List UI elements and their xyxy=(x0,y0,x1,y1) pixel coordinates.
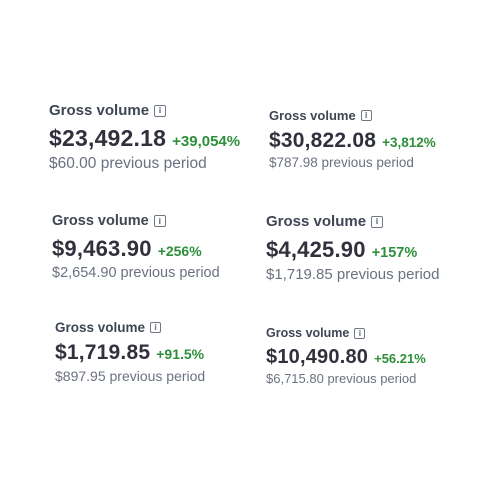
gross-volume-card: Gross volume i $9,463.90 +256% $2,654.90… xyxy=(52,212,220,281)
previous-period-text: $1,719.85 previous period xyxy=(266,266,440,283)
info-icon[interactable]: i xyxy=(153,215,166,227)
metric-header: Gross volume i xyxy=(52,212,220,230)
gross-volume-card: Gross volume i $23,492.18 +39,054% $60.0… xyxy=(49,101,240,173)
metric-change-badge: +39,054% xyxy=(172,133,241,150)
metric-label: Gross volume xyxy=(52,213,149,229)
metric-change-badge: +3,812% xyxy=(382,135,436,150)
gross-volume-card: Gross volume i $30,822.08 +3,812% $787.9… xyxy=(269,107,436,170)
metric-amount: $9,463.90 xyxy=(52,236,152,261)
metric-value-row: $4,425.90 +157% xyxy=(266,237,439,263)
metric-amount: $10,490.80 xyxy=(266,346,369,368)
metric-header: Gross volume i xyxy=(55,319,205,336)
metric-label: Gross volume xyxy=(266,326,350,340)
metric-value-row: $10,490.80 +56.21% xyxy=(266,346,426,369)
metric-label: Gross volume xyxy=(266,213,367,230)
metric-header: Gross volume i xyxy=(49,101,240,120)
metric-amount: $4,425.90 xyxy=(266,237,366,262)
metric-amount: $30,822.08 xyxy=(269,129,377,152)
gross-volume-card: Gross volume i $1,719.85 +91.5% $897.95 … xyxy=(55,319,205,384)
previous-period-text: $6,715.80 previous period xyxy=(266,371,417,386)
metric-change-badge: +56.21% xyxy=(374,351,426,366)
info-icon[interactable]: i xyxy=(154,104,167,117)
metric-label: Gross volume xyxy=(49,102,150,119)
metric-value-row: $1,719.85 +91.5% xyxy=(55,341,205,365)
previous-period-text: $2,654.90 previous period xyxy=(52,265,220,281)
gross-volume-card: Gross volume i $4,425.90 +157% $1,719.85… xyxy=(266,212,439,283)
metric-value-row: $23,492.18 +39,054% xyxy=(49,125,240,152)
metric-header: Gross volume i xyxy=(266,325,426,341)
previous-period-text: $60.00 previous period xyxy=(49,155,207,172)
metric-amount: $23,492.18 xyxy=(49,125,167,151)
metric-change-badge: +91.5% xyxy=(156,346,205,362)
metric-amount: $1,719.85 xyxy=(55,341,151,364)
metric-value-row: $9,463.90 +256% xyxy=(52,236,220,262)
metric-header: Gross volume i xyxy=(266,212,439,231)
previous-period-text: $897.95 previous period xyxy=(55,368,206,384)
metric-header: Gross volume i xyxy=(269,107,436,124)
metric-label: Gross volume xyxy=(55,320,146,335)
info-icon[interactable]: i xyxy=(354,327,366,339)
metric-label: Gross volume xyxy=(269,108,356,123)
info-icon[interactable]: i xyxy=(371,215,384,228)
gross-volume-card: Gross volume i $10,490.80 +56.21% $6,715… xyxy=(266,325,426,386)
metric-change-badge: +256% xyxy=(157,243,202,259)
metric-change-badge: +157% xyxy=(371,245,418,261)
previous-period-text: $787.98 previous period xyxy=(269,155,414,170)
metric-value-row: $30,822.08 +3,812% xyxy=(269,129,436,153)
info-icon[interactable]: i xyxy=(150,322,162,333)
info-icon[interactable]: i xyxy=(360,110,372,121)
